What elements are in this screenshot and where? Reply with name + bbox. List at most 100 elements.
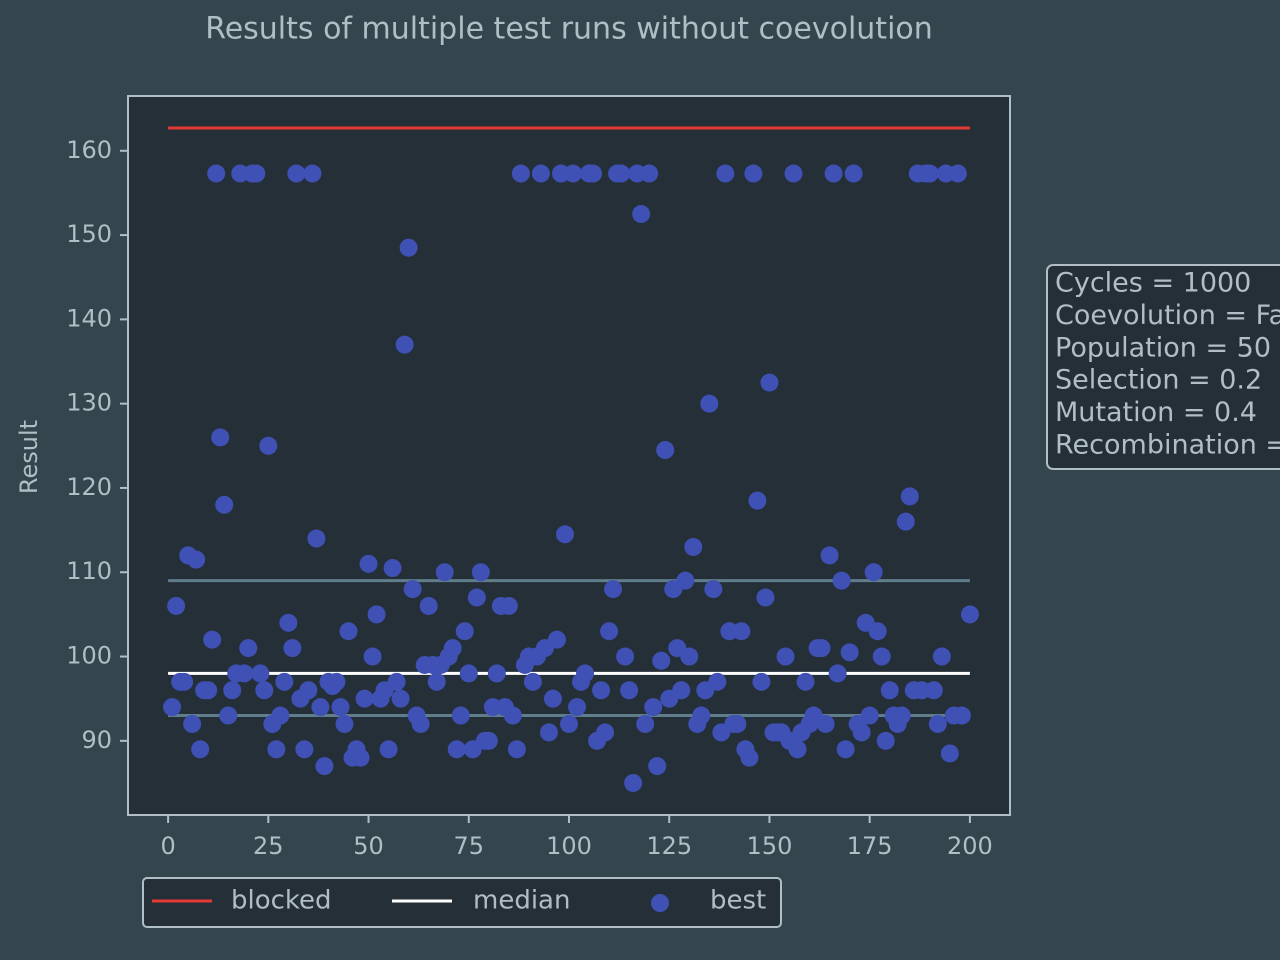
scatter-point: [531, 164, 550, 183]
x-tick-label: 125: [646, 832, 692, 860]
scatter-point: [596, 723, 615, 742]
scatter-point: [391, 689, 410, 708]
scatter-point: [235, 664, 254, 683]
scatter-point: [776, 647, 795, 666]
scatter-point: [275, 672, 294, 691]
y-tick-label: 130: [66, 389, 112, 417]
info-line: Coevolution = Fa: [1055, 300, 1280, 331]
scatter-point: [311, 698, 330, 717]
scatter-point: [355, 689, 374, 708]
scatter-point: [732, 622, 751, 641]
scatter-point: [307, 529, 326, 548]
scatter-point: [383, 559, 402, 578]
x-tick-label: 0: [160, 832, 175, 860]
scatter-point: [447, 740, 466, 759]
scatter-point: [443, 639, 462, 658]
scatter-point: [335, 714, 354, 733]
scatter-point: [728, 714, 747, 733]
info-line: Selection = 0.2: [1055, 365, 1262, 396]
scatter-point: [187, 550, 206, 569]
scatter-point: [183, 714, 202, 733]
scatter-point: [676, 571, 695, 590]
x-tick-label: 100: [546, 832, 592, 860]
scatter-point: [600, 622, 619, 641]
scatter-point: [331, 698, 350, 717]
scatter-point: [247, 164, 266, 183]
scatter-point: [215, 495, 234, 514]
scatter-point: [379, 740, 398, 759]
scatter-point: [499, 596, 518, 615]
scatter-point: [652, 651, 671, 670]
scatter-point: [503, 706, 522, 725]
scatter-point: [788, 740, 807, 759]
scatter-point: [511, 164, 530, 183]
scatter-point: [844, 164, 863, 183]
info-line: Cycles = 1000: [1055, 268, 1251, 299]
scatter-point: [555, 525, 574, 544]
scatter-point: [543, 689, 562, 708]
scatter-point: [840, 643, 859, 662]
y-axis-label: Result: [15, 420, 43, 494]
y-tick-label: 100: [66, 642, 112, 670]
scatter-point: [616, 647, 635, 666]
scatter-point: [523, 672, 542, 691]
scatter-point: [207, 164, 226, 183]
scatter-point: [924, 681, 943, 700]
scatter-point: [604, 580, 623, 599]
scatter-point: [560, 714, 578, 733]
chart-title: Results of multiple test runs without co…: [205, 12, 933, 47]
scatter-point: [191, 740, 210, 759]
info-box: [1046, 264, 1280, 470]
scatter-point: [932, 647, 951, 666]
scatter-point: [748, 491, 767, 510]
scatter-point: [399, 238, 418, 257]
scatter-point: [680, 647, 699, 666]
scatter-point: [928, 714, 947, 733]
y-tick-label: 110: [66, 557, 112, 585]
scatter-point: [644, 698, 663, 717]
info-line: Mutation = 0.4: [1055, 397, 1257, 428]
y-tick-label: 120: [66, 473, 112, 501]
x-tick-label: 25: [253, 832, 284, 860]
scatter-point: [744, 164, 763, 183]
info-line: Population = 50: [1055, 332, 1271, 363]
info-line: Recombination =: [1055, 430, 1280, 461]
scatter-point: [327, 672, 346, 691]
scatter-point: [864, 563, 883, 582]
scatter-point: [239, 639, 258, 658]
y-tick-label: 140: [66, 304, 112, 332]
legend-swatch: [651, 894, 669, 912]
scatter-point: [395, 335, 414, 354]
scatter-point: [708, 672, 727, 691]
scatter-point: [620, 681, 639, 700]
scatter-point: [539, 723, 558, 742]
scatter-point: [700, 394, 719, 413]
scatter-point: [467, 588, 486, 607]
scatter-point: [271, 706, 290, 725]
scatter-point: [427, 672, 446, 691]
scatter-point: [828, 664, 847, 683]
scatter-point: [471, 563, 490, 582]
scatter-point: [784, 164, 803, 183]
scatter-point: [451, 706, 470, 725]
scatter-point: [624, 773, 643, 792]
x-tick-label: 75: [453, 832, 484, 860]
scatter-point: [279, 613, 298, 632]
scatter-point: [455, 622, 474, 641]
scatter-point: [836, 740, 855, 759]
plot-marks: [163, 126, 979, 792]
x-tick-label: 200: [947, 832, 993, 860]
scatter-point: [363, 647, 382, 666]
scatter-point: [479, 731, 498, 750]
scatter-point: [832, 571, 851, 590]
scatter-point: [876, 731, 895, 750]
scatter-point: [824, 164, 843, 183]
scatter-point: [636, 714, 655, 733]
scatter-point: [435, 563, 454, 582]
legend-label: best: [710, 886, 766, 916]
scatter-point: [507, 740, 526, 759]
scatter-point: [692, 706, 711, 725]
scatter-point: [952, 706, 971, 725]
